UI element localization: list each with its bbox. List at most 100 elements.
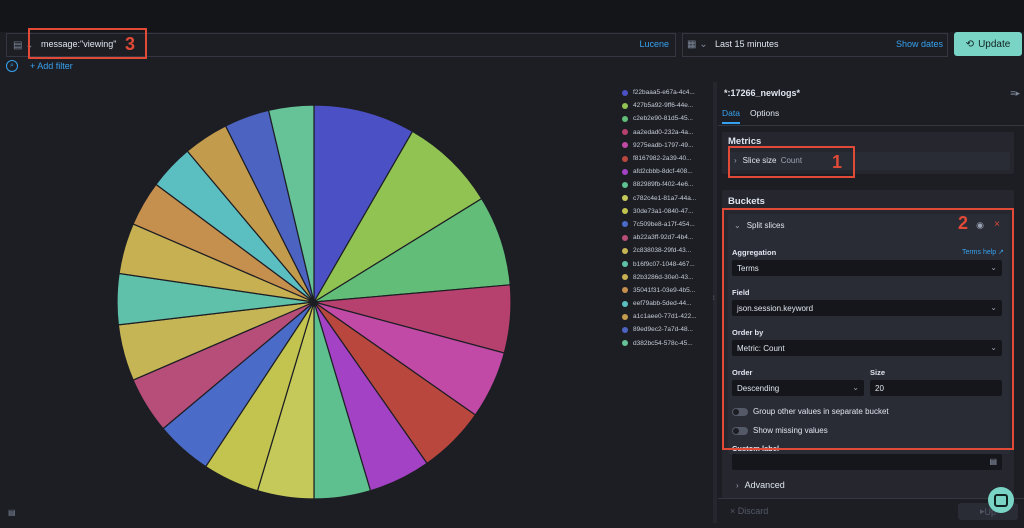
legend-item[interactable]: f8167982-2a39-40... — [622, 152, 712, 165]
chevron-down-icon[interactable]: ⌄ — [734, 221, 741, 230]
legend-item[interactable]: 7c509be8-a17f-454... — [622, 218, 712, 231]
legend-item[interactable]: 882989fb-f402-4e6... — [622, 178, 712, 191]
legend-item[interactable]: 9275eadb-1797-49... — [622, 139, 712, 152]
tab-options[interactable]: Options — [749, 108, 780, 118]
chevron-right-icon[interactable]: › — [734, 156, 737, 165]
tab-divider — [718, 125, 1024, 126]
show-missing-toggle[interactable] — [732, 427, 748, 435]
legend-label: a1c1aee0-77d1-422... — [633, 313, 697, 321]
legend-item[interactable]: 427b5a92-9ff6-44e... — [622, 99, 712, 112]
time-range-text[interactable]: Last 15 minutes — [715, 39, 779, 49]
legend-item[interactable]: ab22a3ff-92d7-4b4... — [622, 231, 712, 244]
legend-label: eef79abb-5ded-44... — [633, 300, 692, 308]
legend-color-dot — [622, 168, 628, 175]
toggle-sidebar-icon[interactable]: ▤ — [8, 508, 16, 517]
chevron-down-icon: ⌄ — [852, 383, 859, 392]
legend-item[interactable]: 2c838038-29fd-43... — [622, 244, 712, 257]
slice-size-label: Slice size — [742, 156, 777, 165]
aggregation-select[interactable]: Terms ⌄ — [732, 260, 1002, 276]
size-input[interactable]: 20 — [870, 380, 1002, 396]
eye-icon[interactable]: ◉ — [976, 220, 984, 230]
legend-item[interactable]: b16f9c07-1048-467... — [622, 257, 712, 270]
legend-item[interactable]: 35041f31-03e9-4b5... — [622, 284, 712, 297]
legend-item[interactable]: d382bc54-578c-45... — [622, 337, 712, 350]
aggregation-label: Aggregation — [732, 248, 777, 257]
editor-tabs: Data Options — [722, 108, 779, 124]
legend-label: 9275eadb-1797-49... — [633, 141, 694, 149]
legend-item[interactable]: aa2edad0-232a-4a... — [622, 126, 712, 139]
chevron-down-icon: ⌄ — [990, 263, 997, 272]
legend-color-dot — [622, 300, 628, 307]
legend-item[interactable]: a1c1aee0-77d1-422... — [622, 310, 712, 323]
show-missing-label: Show missing values — [753, 426, 828, 435]
external-link-icon: ↗ — [998, 249, 1004, 256]
custom-label-input[interactable]: ▤ — [732, 454, 1002, 470]
legend-item[interactable]: afd2cbbb-8dcf-408... — [622, 165, 712, 178]
pie-slice-2[interactable] — [313, 130, 483, 303]
field-label: Field — [732, 288, 750, 297]
panel-resize-handle[interactable] — [713, 82, 717, 523]
annotation-box-3 — [28, 28, 147, 59]
legend-item[interactable]: 82b3286d-30e0-43... — [622, 271, 712, 284]
legend-label: 427b5a92-9ff6-44e... — [633, 102, 694, 110]
pie-slice-1[interactable] — [313, 104, 414, 305]
advanced-toggle[interactable]: › Advanced — [736, 480, 785, 490]
legend-label: 35041f31-03e9-4b5... — [633, 286, 696, 294]
query-input[interactable]: message:"viewing" — [41, 39, 117, 49]
legend-label: c2eb2e90-81d5-45... — [633, 115, 693, 123]
legend-color-dot — [622, 287, 628, 294]
annotation-number-2: 2 — [958, 213, 969, 233]
legend-item[interactable]: c782c4e1-81a7-44a... — [622, 192, 712, 205]
legend-color-dot — [622, 129, 628, 136]
legend-item[interactable]: 30de73a1-0840-47... — [622, 205, 712, 218]
legend-label: 89ed9ec2-7a7d-48... — [633, 326, 693, 334]
legend-item[interactable]: 89ed9ec2-7a7d-48... — [622, 323, 712, 336]
split-slices-header[interactable]: ⌄ Split slices — [734, 221, 785, 230]
slice-size-value: Count — [780, 156, 803, 165]
time-picker[interactable]: ▦ ⌄ Last 15 minutes Show dates — [682, 33, 948, 57]
update-button[interactable]: ⟲ Update — [954, 32, 1022, 56]
order-by-select[interactable]: Metric: Count ⌄ — [732, 340, 1002, 356]
group-other-label: Group other values in separate bucket — [753, 407, 889, 416]
order-label: Order — [732, 368, 753, 377]
calendar-icon[interactable]: ▦ ⌄ — [687, 39, 708, 50]
annotation-box-1 — [728, 146, 855, 178]
order-by-label: Order by — [732, 328, 764, 337]
show-dates-link[interactable]: Show dates — [895, 39, 943, 49]
panel-menu-icon[interactable]: ≡▸ — [1010, 88, 1020, 98]
legend-label: 7c509be8-a17f-454... — [633, 220, 695, 228]
legend-color-dot — [622, 155, 628, 162]
terms-help-link[interactable]: Terms help ↗ — [961, 249, 1004, 256]
legend-color-dot — [622, 261, 628, 268]
legend-item[interactable]: c2eb2e90-81d5-45... — [622, 112, 712, 125]
size-label: Size — [870, 368, 886, 377]
filter-options-icon[interactable]: ⌕ — [6, 60, 18, 72]
pie-slice-20[interactable] — [267, 104, 315, 303]
metrics-section: Metrics › Slice size Count — [722, 132, 1014, 174]
top-header — [0, 0, 1024, 32]
legend-label: afd2cbbb-8dcf-408... — [633, 168, 693, 176]
resize-grip-icon[interactable]: ⁞ — [713, 296, 715, 302]
discard-button[interactable]: × Discard — [730, 506, 769, 516]
split-slices-card: ⌄ Split slices ◉ × Aggregation Terms help… — [728, 214, 1010, 454]
tab-data[interactable]: Data — [722, 108, 740, 124]
legend-item[interactable]: eef79abb-5ded-44... — [622, 297, 712, 310]
legend-label: c782c4e1-81a7-44a... — [633, 194, 697, 202]
close-icon[interactable]: × — [994, 219, 1000, 230]
slice-size-card[interactable]: › Slice size Count — [728, 152, 1010, 170]
order-select[interactable]: Descending ⌄ — [732, 380, 864, 396]
group-other-toggle[interactable] — [732, 408, 748, 416]
visualization-area — [0, 82, 712, 523]
legend-label: 30de73a1-0840-47... — [633, 207, 694, 215]
chevron-down-icon: ⌄ — [990, 343, 997, 352]
legend-label: d382bc54-578c-45... — [633, 339, 693, 347]
legend-item[interactable]: f22baaa5-e67a-4c4... — [622, 86, 712, 99]
legend-label: f8167982-2a39-40... — [633, 155, 692, 163]
query-bar[interactable]: ▤ ⌄ message:"viewing" Lucene — [6, 33, 676, 57]
add-filter-link[interactable]: + Add filter — [30, 61, 73, 71]
chat-bubble-icon[interactable] — [988, 487, 1014, 513]
field-select[interactable]: json.session.keyword ⌄ — [732, 300, 1002, 316]
saved-query-menu-icon[interactable]: ▤ ⌄ — [13, 39, 34, 51]
legend-label: f22baaa5-e67a-4c4... — [633, 89, 695, 97]
query-language-toggle[interactable]: Lucene — [639, 39, 669, 49]
